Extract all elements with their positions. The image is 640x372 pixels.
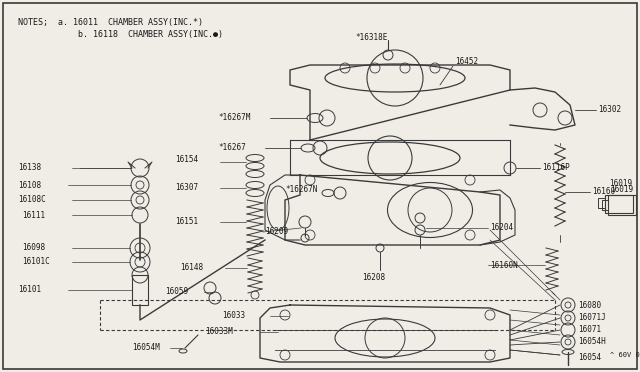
- Bar: [605, 195, 633, 213]
- Text: *16318E: *16318E: [355, 33, 387, 42]
- Text: 16154: 16154: [175, 155, 198, 164]
- Text: 16071: 16071: [578, 326, 601, 334]
- Text: b. 16118  CHAMBER ASSY(INC.●): b. 16118 CHAMBER ASSY(INC.●): [18, 30, 223, 39]
- Text: 16054: 16054: [578, 353, 601, 362]
- Text: 16071J: 16071J: [578, 314, 605, 323]
- Text: 16452: 16452: [455, 58, 478, 67]
- Text: 16111: 16111: [22, 211, 45, 219]
- Text: 16054M: 16054M: [132, 343, 160, 353]
- Text: 16204: 16204: [490, 224, 513, 232]
- Text: 16108C: 16108C: [18, 196, 45, 205]
- Text: 16148: 16148: [180, 263, 203, 273]
- Text: 16160N: 16160N: [490, 260, 518, 269]
- Text: 16151: 16151: [175, 218, 198, 227]
- Bar: [608, 195, 636, 215]
- Text: 16033M: 16033M: [205, 327, 233, 337]
- Text: 16116P: 16116P: [542, 164, 570, 173]
- Text: 16160: 16160: [592, 187, 615, 196]
- Text: 16019: 16019: [610, 185, 633, 193]
- Text: *16267: *16267: [218, 144, 246, 153]
- Text: 16101: 16101: [18, 285, 41, 295]
- Text: 16307: 16307: [175, 183, 198, 192]
- Text: 16033: 16033: [222, 311, 245, 321]
- Text: ^ 60V 0008: ^ 60V 0008: [610, 352, 640, 358]
- Text: 16059: 16059: [165, 288, 188, 296]
- Text: NOTES;  a. 16011  CHAMBER ASSY(INC.*): NOTES; a. 16011 CHAMBER ASSY(INC.*): [18, 18, 203, 27]
- Text: 16080: 16080: [578, 301, 601, 310]
- Bar: [132, 275, 148, 305]
- Text: 16098: 16098: [22, 244, 45, 253]
- Text: 16209: 16209: [265, 228, 288, 237]
- Text: 16208: 16208: [362, 273, 385, 282]
- Text: 16101C: 16101C: [22, 257, 50, 266]
- Text: 16054H: 16054H: [578, 337, 605, 346]
- Text: 16302: 16302: [598, 106, 621, 115]
- Text: *16267N: *16267N: [285, 186, 317, 195]
- Text: 16138: 16138: [18, 164, 41, 173]
- Text: 16019: 16019: [609, 179, 632, 187]
- Text: 16108: 16108: [18, 180, 41, 189]
- Text: *16267M: *16267M: [218, 113, 250, 122]
